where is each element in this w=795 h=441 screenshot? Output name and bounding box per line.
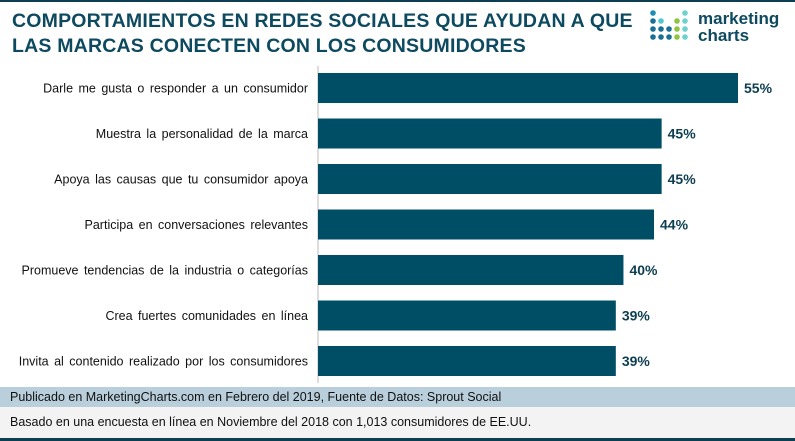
bar-chart: Darle me gusta o responder a un consumid…	[19, 66, 773, 383]
logo-line-2: charts	[698, 26, 750, 45]
data-label: 39%	[622, 353, 651, 369]
bar	[318, 346, 616, 376]
logo-line-1: marketing	[698, 9, 780, 28]
category-label: Muestra la personalidad de la marca	[96, 127, 308, 141]
data-label: 44%	[660, 217, 689, 233]
data-label: 45%	[668, 171, 697, 187]
title-line-1: COMPORTAMIENTOS EN REDES SOCIALES QUE AY…	[12, 10, 633, 32]
data-label: 40%	[629, 262, 658, 278]
bar	[318, 255, 624, 285]
title-line-2: LAS MARCAS CONECTEN CON LOS CONSUMIDORES	[12, 35, 526, 57]
data-label: 39%	[622, 308, 651, 324]
bar	[318, 209, 654, 240]
top-border	[0, 0, 795, 2]
category-label: Invita al contenido realizado por los co…	[19, 355, 308, 369]
bar	[318, 73, 738, 103]
category-label: Crea fuertes comunidades en línea	[105, 309, 308, 323]
bar	[318, 118, 662, 149]
note-footer: Basado en una encuesta en línea en Novie…	[0, 407, 795, 438]
data-label: 55%	[744, 80, 773, 96]
logo-dots-icon	[650, 10, 688, 40]
bottom-border	[0, 438, 795, 441]
category-label: Participa en conversaciones relevantes	[85, 218, 308, 232]
data-label: 45%	[668, 126, 697, 142]
category-label: Promueve tendencias de la industria o ca…	[22, 264, 308, 278]
chart-title: COMPORTAMIENTOS EN REDES SOCIALES QUE AY…	[12, 9, 633, 59]
marketingcharts-logo: marketing charts	[648, 8, 793, 48]
category-label: Darle me gusta o responder a un consumid…	[43, 82, 308, 96]
source-footer: Publicado en MarketingCharts.com en Febr…	[0, 387, 795, 407]
bar	[318, 164, 662, 194]
category-label: Apoya las causas que tu consumidor apoya	[54, 173, 308, 187]
bar	[318, 300, 616, 331]
